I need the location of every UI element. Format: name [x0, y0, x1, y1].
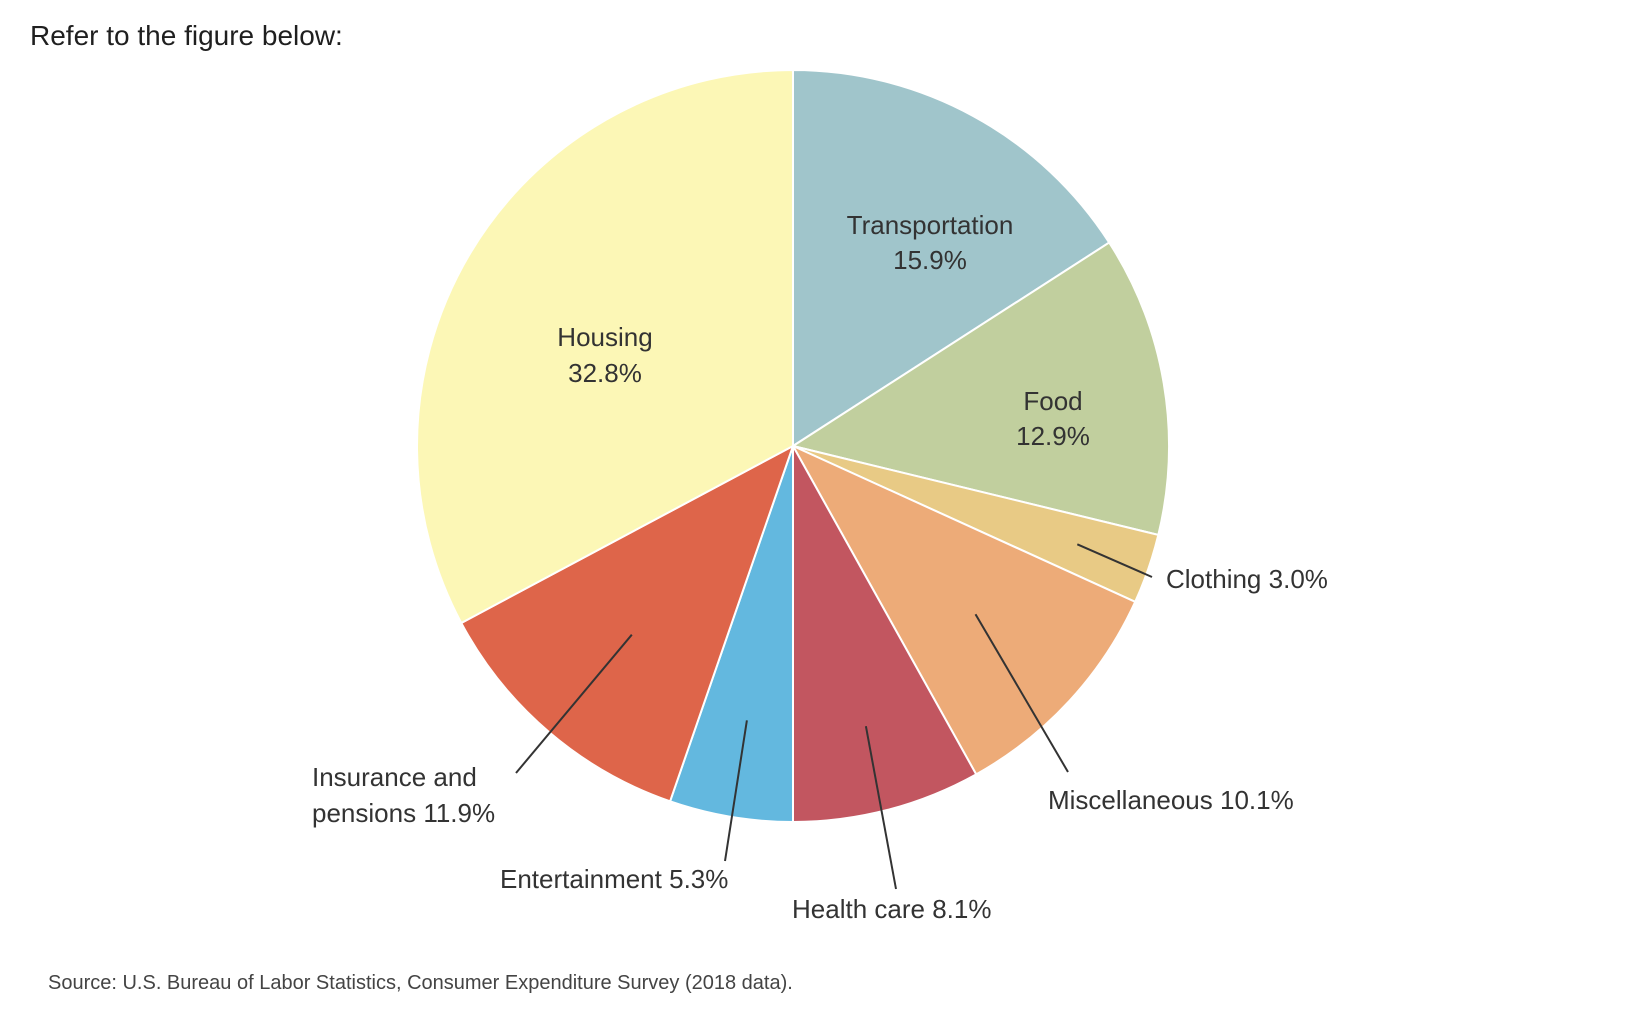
leader-line-insurance-and-pensions: [515, 634, 633, 774]
pie-slice-housing: [416, 68, 794, 625]
label-food-name: Food: [1023, 386, 1082, 416]
source-note: Source: U.S. Bureau of Labor Statistics,…: [48, 972, 793, 994]
label-miscellaneous: Miscellaneous 10.1%: [1048, 785, 1294, 815]
label-entertainment: Entertainment 5.3%: [500, 864, 728, 894]
leader-line-miscellaneous: [974, 613, 1069, 773]
pie-slice-miscellaneous: [790, 443, 1137, 776]
leader-line-health-care: [864, 726, 897, 890]
leader-lines: [515, 543, 1153, 890]
pie-slices: [416, 68, 1170, 824]
leader-line-clothing: [1076, 543, 1153, 578]
label-housing-value: 32.8%: [568, 358, 642, 388]
label-transportation-value: 15.9%: [893, 245, 967, 275]
pie-slice-insurance-and-pensions: [459, 443, 795, 803]
leader-line-entertainment: [724, 720, 748, 862]
pie-slice-health-care: [792, 442, 978, 824]
label-clothing: Clothing 3.0%: [1166, 564, 1328, 594]
pie-slice-transportation: [792, 68, 1111, 448]
label-food-value: 12.9%: [1016, 421, 1090, 451]
label-health-care: Health care 8.1%: [792, 894, 991, 924]
label-transportation-name: Transportation: [847, 210, 1014, 240]
label-insurance-line2: pensions 11.9%: [312, 798, 495, 828]
label-insurance-line1: Insurance and: [312, 762, 477, 792]
pie-slice-food: [790, 241, 1170, 537]
label-housing-name: Housing: [557, 322, 652, 352]
question-prompt: Refer to the figure below:: [30, 20, 343, 51]
